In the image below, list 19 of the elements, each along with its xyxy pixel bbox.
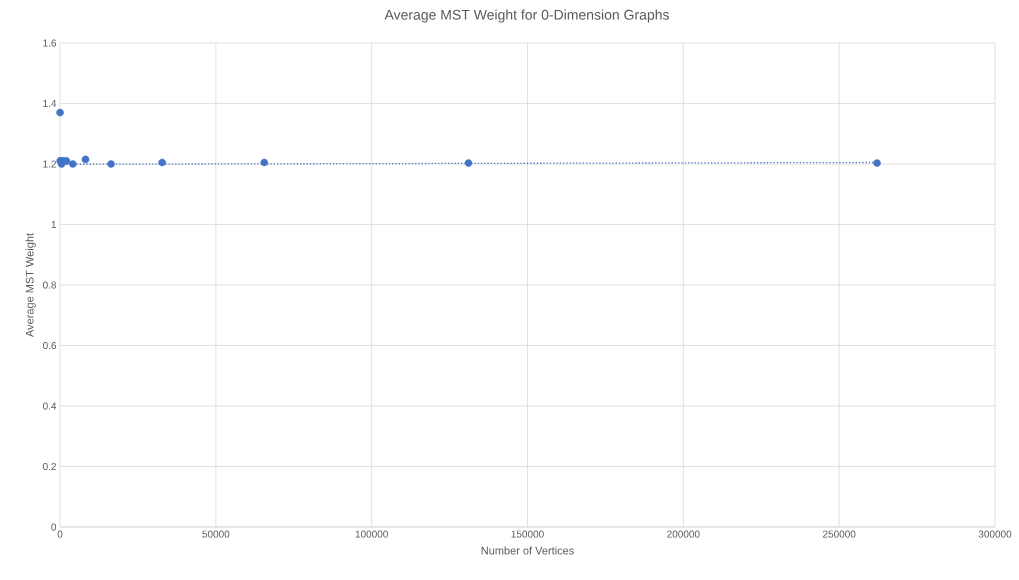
y-tick-label: 0.2 (42, 462, 56, 471)
y-axis-title: Average MST Weight (25, 233, 36, 338)
y-tick-label: 0 (51, 523, 57, 531)
x-tick-label: 200000 (667, 530, 700, 538)
x-axis-title: Number of Vertices (481, 546, 574, 555)
x-tick-label: 100000 (355, 530, 388, 538)
x-tick-label: 250000 (822, 530, 856, 538)
y-tick-label: 0.8 (42, 281, 57, 289)
y-tick-label: 0.6 (42, 341, 57, 350)
y-tick-label: 1.2 (43, 160, 56, 168)
x-tick-label: 150000 (511, 530, 544, 538)
y-tick-label: 1 (51, 221, 56, 228)
chart-title: Average MST Weight for 0-Dimension Graphs (384, 9, 669, 23)
x-tick-label: 0 (57, 530, 63, 538)
y-tick-label: 0.4 (42, 402, 57, 410)
x-tick-label: 300000 (978, 530, 1012, 538)
y-tick-label: 1.6 (43, 39, 57, 47)
y-tick-label: 1.4 (43, 100, 57, 107)
x-tick-label: 50000 (202, 530, 230, 538)
